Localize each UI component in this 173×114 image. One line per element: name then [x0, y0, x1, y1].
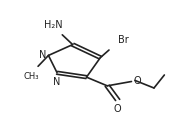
Text: N: N: [39, 50, 47, 60]
Text: H₂N: H₂N: [44, 20, 63, 30]
Text: N: N: [53, 76, 61, 86]
Text: O: O: [114, 103, 121, 113]
Text: CH₃: CH₃: [23, 71, 39, 80]
Text: Br: Br: [118, 34, 128, 44]
Text: O: O: [133, 76, 141, 86]
